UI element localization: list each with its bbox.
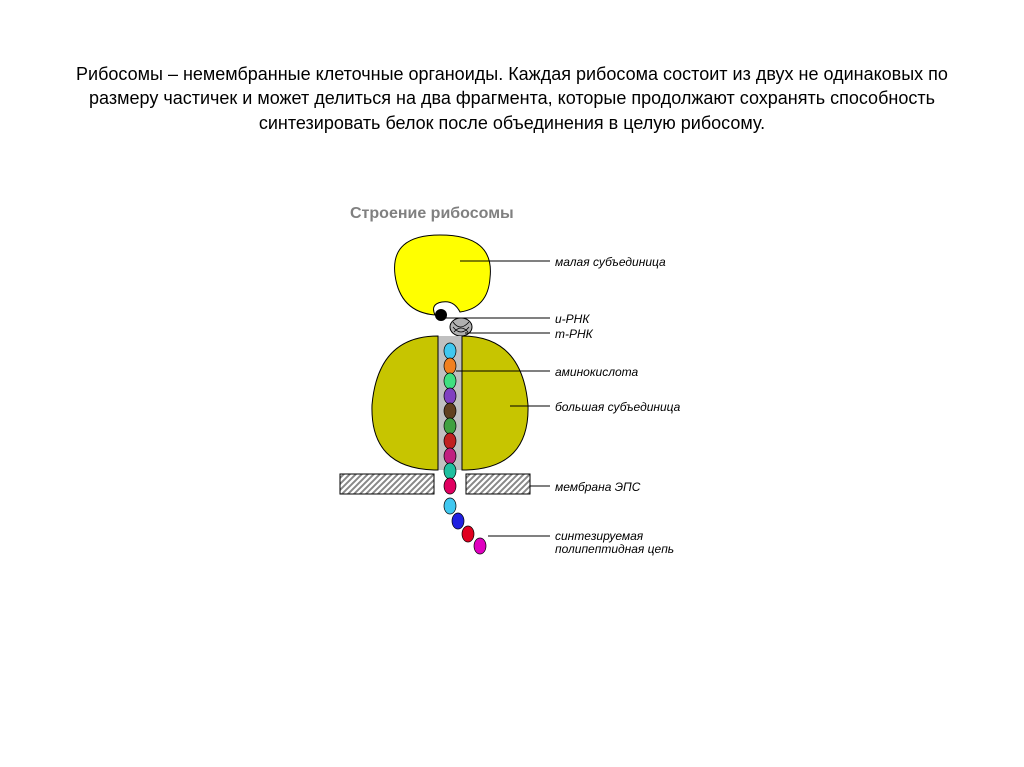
- label-eps-membrane: мембрана ЭПС: [555, 480, 640, 494]
- mrna-dot: [435, 309, 447, 321]
- ribosome-svg: [330, 230, 750, 670]
- label-small-subunit: малая субъединица: [555, 255, 666, 269]
- eps-membrane-shape: [340, 474, 530, 494]
- small-subunit-shape: [395, 235, 491, 315]
- diagram-title: Строение рибосомы: [350, 205, 514, 223]
- label-polypeptide: синтезируемая полипептидная цепь: [555, 530, 705, 556]
- ribosome-diagram: малая субъединица и-РНК m-РНК аминокисло…: [330, 230, 750, 670]
- label-trna: m-РНК: [555, 327, 593, 341]
- label-mrna: и-РНК: [555, 312, 589, 326]
- label-amino-acid: аминокислота: [555, 365, 638, 379]
- description-text: Рибосомы – немембранные клеточные органо…: [50, 62, 974, 135]
- label-large-subunit: большая субъединица: [555, 400, 680, 414]
